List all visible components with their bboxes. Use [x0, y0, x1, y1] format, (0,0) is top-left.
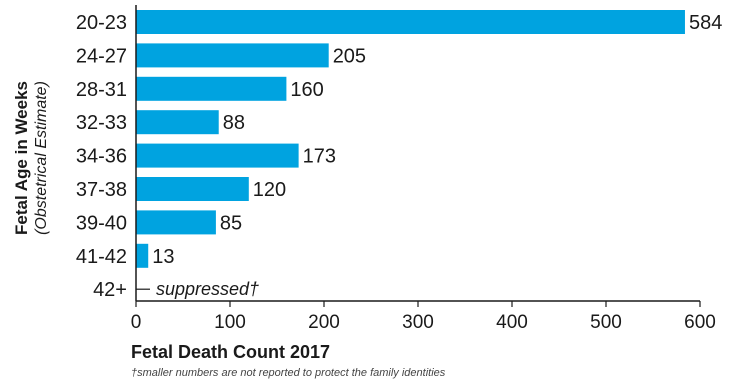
value-label: 173 [303, 146, 336, 168]
suppressed-label: suppressed† [156, 279, 259, 299]
category-label: 24-27 [76, 45, 127, 67]
x-tick-label: 400 [496, 312, 528, 333]
category-label: 42+ [93, 279, 127, 301]
bars-group [136, 10, 685, 268]
y-axis-subtitle: (Obstetrical Estimate) [33, 81, 50, 235]
bar [136, 10, 685, 34]
value-label: 120 [253, 179, 286, 201]
value-label: 584 [689, 12, 722, 34]
bar [136, 243, 149, 268]
category-label: 20-23 [76, 12, 127, 34]
y-axis-title: Fetal Age in Weeks [12, 81, 31, 235]
x-axis-title: Fetal Death Count 2017 [131, 342, 330, 362]
category-label: 28-31 [76, 79, 127, 101]
x-tick-label: 0 [131, 312, 142, 333]
value-label: 88 [223, 112, 245, 134]
category-label: 37-38 [76, 179, 127, 201]
bar [136, 210, 216, 235]
value-label: 13 [152, 246, 174, 268]
x-tick-label: 300 [402, 312, 434, 333]
bar [136, 43, 329, 68]
value-label: 160 [290, 79, 323, 101]
x-tick-label: 500 [590, 312, 622, 333]
value-label: 205 [333, 45, 366, 67]
bar [136, 143, 299, 168]
axes [135, 5, 701, 307]
category-label: 34-36 [76, 146, 127, 168]
value-label: 85 [220, 212, 242, 234]
bar [136, 110, 219, 135]
x-tick-labels: 0 100 200 300 400 500 600 [131, 312, 716, 333]
x-tick-label: 200 [308, 312, 340, 333]
bar [136, 177, 249, 201]
category-label: 32-33 [76, 112, 127, 134]
bar [136, 76, 287, 101]
value-labels: 584 205 160 88 173 120 85 13 suppressed† [136, 12, 722, 299]
category-labels: 20-23 24-27 28-31 32-33 34-36 37-38 39-40 41-42… [76, 12, 127, 301]
category-label: 39-40 [76, 212, 127, 234]
x-tick-label: 600 [684, 312, 716, 333]
category-label: 41-42 [76, 246, 127, 268]
x-tick-label: 100 [214, 312, 246, 333]
footnote: †smaller numbers are not reported to pro… [131, 367, 446, 379]
